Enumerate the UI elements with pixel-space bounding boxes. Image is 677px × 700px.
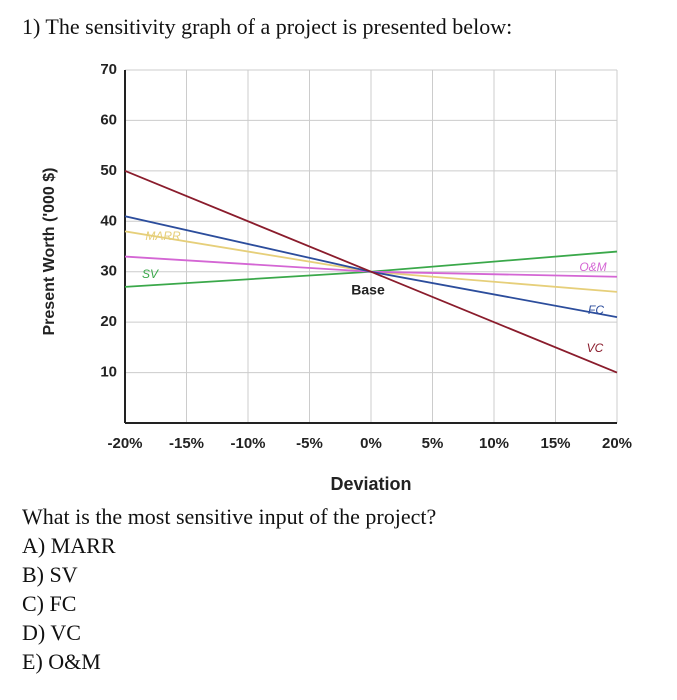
option: A) MARR — [22, 533, 116, 558]
line-label: MARR — [145, 229, 181, 243]
x-tick-label: -15% — [169, 435, 204, 452]
x-tick-label: -5% — [296, 435, 323, 452]
line-label: O&M — [579, 260, 606, 274]
option: C) FC — [22, 591, 77, 616]
y-tick-label: 40 — [100, 212, 117, 229]
series-line — [124, 170, 618, 374]
x-tick-label: 10% — [479, 435, 509, 452]
line-label: VC — [587, 341, 604, 355]
x-axis-label: Deviation — [330, 474, 411, 494]
x-tick-label: 20% — [602, 435, 632, 452]
line-label: FC — [588, 303, 604, 317]
line-label: SV — [142, 267, 159, 281]
y-tick-label: 70 — [100, 61, 117, 78]
y-tick-label: 20 — [100, 313, 117, 330]
y-tick-label: 10 — [100, 364, 117, 381]
y-tick-label: 60 — [100, 111, 117, 128]
option: E) O&M — [22, 649, 101, 674]
question: 1) The sensitivity graph of a project is… — [22, 14, 513, 39]
x-tick-label: 15% — [540, 435, 570, 452]
prompt: What is the most sensitive input of the … — [22, 504, 437, 529]
chart: -20% -15% -10% -5% 0% 5% 10% 15% 20% 10 20 30 40 50 60… — [41, 61, 632, 494]
y-tick-label: 30 — [100, 263, 117, 280]
y-axis-label: Present Worth ('000 $) — [41, 168, 58, 336]
annotation: Base — [351, 282, 385, 298]
x-tick-label: 5% — [422, 435, 444, 452]
y-tick-label: 50 — [100, 162, 117, 179]
x-tick-label: 0% — [360, 435, 382, 452]
option: D) VC — [22, 620, 81, 645]
x-tick-label: -20% — [107, 435, 142, 452]
x-tick-label: -10% — [230, 435, 265, 452]
option: B) SV — [22, 562, 78, 587]
